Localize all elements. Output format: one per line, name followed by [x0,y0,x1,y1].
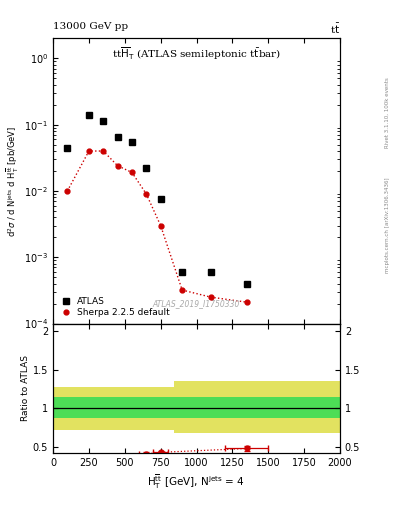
ATLAS [180,269,185,275]
Sherpa 2.2.5 default [115,163,120,169]
Text: mcplots.cern.ch [arXiv:1306.3436]: mcplots.cern.ch [arXiv:1306.3436] [385,178,390,273]
Sherpa 2.2.5 default [86,148,91,154]
Y-axis label: Ratio to ATLAS: Ratio to ATLAS [21,355,30,421]
ATLAS [158,196,163,202]
Y-axis label: d$^2\sigma$ / d N$^\mathrm{jets}$ d H$_\mathrm{T}^\mathrm{\overline{t}t}$ [pb/Ge: d$^2\sigma$ / d N$^\mathrm{jets}$ d H$_\… [5,125,21,237]
Text: 13000 GeV pp: 13000 GeV pp [53,22,128,31]
Text: tt$\overline{\rm H}_{\rm T}$ (ATLAS semileptonic t$\bar{\rm t}$bar): tt$\overline{\rm H}_{\rm T}$ (ATLAS semi… [112,46,281,62]
Line: Sherpa 2.2.5 default: Sherpa 2.2.5 default [65,148,249,305]
Sherpa 2.2.5 default [244,299,249,305]
Legend: ATLAS, Sherpa 2.2.5 default: ATLAS, Sherpa 2.2.5 default [57,295,171,319]
ATLAS [115,134,120,140]
Sherpa 2.2.5 default [180,287,185,293]
X-axis label: H$_\mathrm{T}^{\overline{\rm t}{\rm t}}$ [GeV], N$^{\rm jets}$ = 4: H$_\mathrm{T}^{\overline{\rm t}{\rm t}}$… [147,472,246,491]
Sherpa 2.2.5 default [144,191,149,197]
ATLAS [65,144,70,151]
Text: ATLAS_2019_I1750330: ATLAS_2019_I1750330 [153,299,240,308]
ATLAS [144,165,149,172]
Sherpa 2.2.5 default [130,169,134,176]
Line: ATLAS: ATLAS [64,112,250,287]
ATLAS [101,118,106,124]
Sherpa 2.2.5 default [65,188,70,194]
Sherpa 2.2.5 default [101,148,106,154]
Sherpa 2.2.5 default [158,223,163,229]
Text: Rivet 3.1.10, 100k events: Rivet 3.1.10, 100k events [385,77,390,148]
Sherpa 2.2.5 default [208,294,213,300]
ATLAS [208,269,213,275]
ATLAS [86,112,91,118]
Text: t$\bar{\rm t}$: t$\bar{\rm t}$ [330,22,340,36]
ATLAS [244,281,249,287]
ATLAS [130,139,134,145]
